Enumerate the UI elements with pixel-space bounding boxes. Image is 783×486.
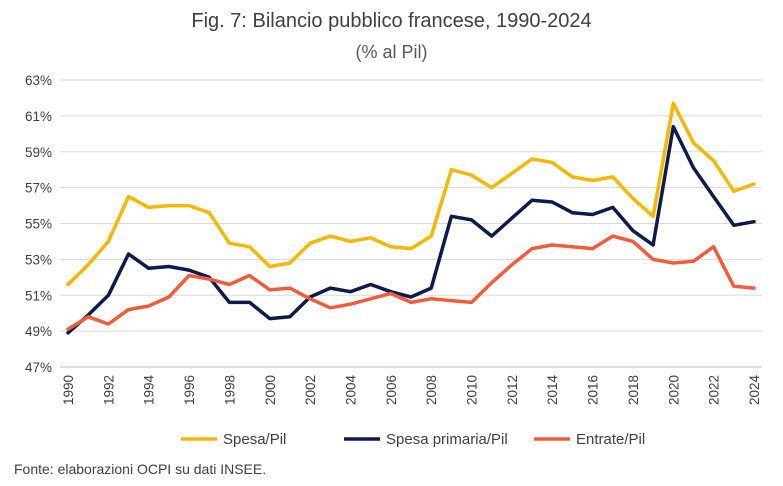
x-tick-label: 2004 — [343, 375, 358, 406]
x-tick-label: 2000 — [263, 375, 278, 405]
x-tick-label: 2016 — [586, 375, 601, 405]
x-tick-label: 2012 — [505, 375, 520, 405]
y-tick-label: 63% — [25, 73, 52, 88]
series-lines — [66, 101, 756, 335]
source-note: Fonte: elaborazioni OCPI su dati INSEE. — [14, 461, 267, 477]
x-tick-label: 1996 — [182, 375, 197, 405]
y-tick-label: 55% — [25, 217, 52, 232]
x-tick-label: 2002 — [303, 375, 318, 405]
x-tick-label: 2010 — [465, 375, 480, 405]
x-tick-label: 2018 — [626, 375, 641, 405]
legend-label: Spesa/Pil — [223, 431, 286, 448]
x-tick-label: 2006 — [384, 375, 399, 405]
y-tick-label: 61% — [25, 109, 52, 124]
x-tick-label: 2020 — [666, 375, 681, 405]
x-tick-label: 2014 — [545, 375, 560, 406]
chart-title: Fig. 7: Bilancio pubblico francese, 1990… — [191, 10, 592, 32]
x-tick-label: 1990 — [61, 375, 76, 405]
y-tick-label: 51% — [25, 288, 52, 303]
y-tick-label: 49% — [25, 324, 52, 339]
x-tick-label: 1998 — [222, 375, 237, 405]
gridlines — [60, 79, 762, 332]
y-axis-labels: 47% 49% 51% 53% 55% 57% 59% 61% 63% — [25, 73, 52, 375]
y-tick-label: 53% — [25, 252, 52, 267]
y-tick-label: 47% — [25, 360, 52, 375]
y-tick-label: 59% — [25, 145, 52, 160]
x-tick-label: 1992 — [101, 375, 116, 405]
legend: Spesa/Pil Spesa primaria/Pil Entrate/Pil — [181, 431, 645, 448]
legend-label: Entrate/Pil — [576, 431, 645, 448]
x-tick-label: 2024 — [747, 375, 762, 406]
x-tick-label: 2008 — [424, 375, 439, 405]
series-line-1 — [66, 101, 756, 287]
series-line-3 — [66, 234, 756, 332]
series-line-2 — [66, 124, 756, 335]
x-tick-label: 2022 — [707, 375, 722, 405]
chart-subtitle: (% al Pil) — [355, 42, 428, 62]
x-tick-label: 1994 — [142, 375, 157, 406]
y-tick-label: 57% — [25, 181, 52, 196]
x-axis-labels: 1990 1992 1994 1996 1998 2000 2002 2004 2006 2008… — [61, 375, 762, 406]
legend-label: Spesa primaria/Pil — [386, 431, 508, 448]
